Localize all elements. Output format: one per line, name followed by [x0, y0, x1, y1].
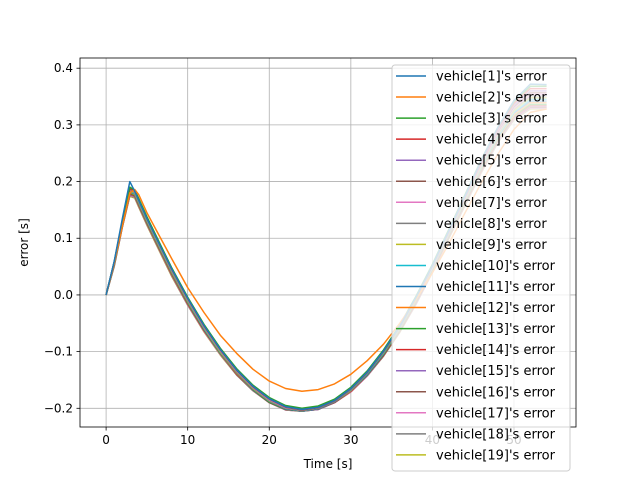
legend-label-vehicle-17: vehicle[17]'s error	[436, 406, 556, 421]
x-tick-label-1: 10	[180, 433, 195, 447]
legend-label-vehicle-16: vehicle[16]'s error	[436, 385, 556, 400]
legend-label-vehicle-7: vehicle[7]'s error	[436, 196, 547, 211]
x-tick-label-3: 30	[343, 433, 358, 447]
plot-frame	[79, 57, 577, 428]
legend: vehicle[1]'s error vehicle[2]'s error vehi…	[391, 64, 571, 472]
legend-label-vehicle-1: vehicle[1]'s error	[436, 70, 547, 85]
legend-label-vehicle-14: vehicle[14]'s error	[436, 343, 556, 358]
legend-label-vehicle-13: vehicle[13]'s error	[436, 322, 556, 337]
y-tick-label-2: 0.0	[54, 288, 73, 302]
legend-label-vehicle-18: vehicle[18]'s error	[436, 427, 556, 442]
y-tick-label-3: 0.1	[54, 231, 73, 245]
legend-label-vehicle-10: vehicle[10]'s error	[436, 259, 556, 274]
x-tick-label-0: 0	[102, 433, 110, 447]
legend-label-vehicle-8: vehicle[8]'s error	[436, 217, 547, 232]
legend-label-vehicle-9: vehicle[9]'s error	[436, 238, 547, 253]
legend-label-vehicle-3: vehicle[3]'s error	[436, 112, 547, 127]
y-tick-label-0: −0.2	[44, 401, 73, 415]
legend-label-vehicle-2: vehicle[2]'s error	[436, 91, 547, 106]
legend-label-vehicle-11: vehicle[11]'s error	[436, 280, 556, 295]
legend-label-vehicle-15: vehicle[15]'s error	[436, 364, 556, 379]
y-axis-label: error [s]	[17, 218, 31, 266]
legend-label-vehicle-12: vehicle[12]'s error	[436, 301, 556, 316]
legend-label-vehicle-5: vehicle[5]'s error	[436, 154, 547, 169]
y-tick-label-4: 0.2	[54, 175, 73, 189]
y-tick-label-1: −0.1	[44, 345, 73, 359]
x-axis-label: Time [s]	[303, 457, 353, 471]
legend-label-vehicle-19: vehicle[19]'s error	[436, 448, 556, 463]
y-tick-label-6: 0.4	[54, 61, 73, 75]
y-tick-label-5: 0.3	[54, 118, 73, 132]
legend-box	[391, 64, 571, 472]
legend-label-vehicle-4: vehicle[4]'s error	[436, 133, 547, 148]
x-tick-label-2: 20	[262, 433, 277, 447]
legend-label-vehicle-6: vehicle[6]'s error	[436, 175, 547, 190]
